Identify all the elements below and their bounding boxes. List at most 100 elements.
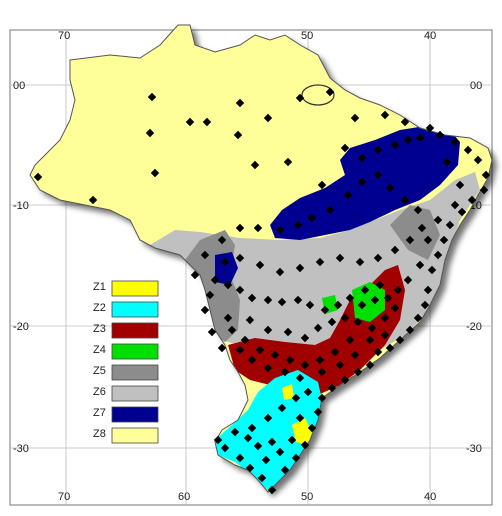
station-marker	[255, 260, 265, 270]
station-marker	[200, 305, 210, 315]
station-marker	[413, 313, 423, 323]
station-marker	[353, 367, 363, 377]
top-longitude-labels: 70 50 40	[58, 30, 436, 42]
station-marker	[365, 360, 375, 370]
station-marker	[357, 300, 367, 310]
station-marker	[230, 427, 240, 437]
tick-bottom-40: 40	[424, 491, 436, 503]
legend-swatch-z5	[111, 364, 159, 381]
station-marker	[280, 465, 290, 475]
station-marker	[375, 280, 385, 290]
station-marker	[313, 323, 323, 333]
station-marker	[400, 195, 410, 205]
tick-top-70: 70	[58, 30, 70, 42]
station-marker	[433, 215, 443, 225]
station-marker	[403, 275, 413, 285]
station-marker	[350, 113, 360, 123]
zone-z1-north	[282, 384, 294, 400]
station-marker	[327, 383, 337, 393]
station-marker	[240, 335, 250, 345]
station-marker	[307, 423, 317, 433]
station-marker	[233, 130, 243, 140]
station-marker	[335, 253, 345, 263]
station-marker	[423, 235, 433, 245]
station-marker	[317, 180, 327, 190]
station-marker	[300, 360, 310, 370]
zone-z5-region-east	[390, 205, 440, 260]
station-marker	[467, 195, 477, 205]
station-marker	[190, 270, 200, 280]
station-marker	[455, 180, 465, 190]
station-marker	[473, 155, 483, 165]
station-marker	[247, 355, 257, 365]
legend-swatch-z8	[111, 427, 159, 444]
station-marker	[210, 275, 220, 285]
legend-item-z1: Z1	[93, 280, 159, 297]
station-marker	[345, 335, 355, 345]
station-marker	[257, 473, 267, 483]
station-marker	[305, 300, 315, 310]
station-marker	[343, 190, 353, 200]
station-marker	[380, 330, 390, 340]
left-latitude-labels: 00 -10 -20 -30	[13, 80, 29, 455]
station-marker	[207, 327, 217, 337]
station-marker	[355, 257, 365, 267]
station-marker	[217, 343, 227, 353]
tick-right-00: 00	[470, 80, 482, 92]
station-marker	[295, 413, 305, 423]
tick-left-10: -10	[13, 200, 29, 212]
station-marker	[145, 128, 155, 138]
station-marker	[205, 290, 215, 300]
tick-right-20: -20	[466, 321, 482, 333]
station-marker	[325, 205, 335, 215]
station-marker	[433, 250, 443, 260]
station-marker	[147, 92, 157, 102]
station-marker	[340, 375, 350, 385]
station-marker	[307, 213, 317, 223]
station-marker	[291, 393, 301, 403]
station-marker	[275, 447, 285, 457]
station-marker	[200, 250, 210, 260]
station-marker	[150, 168, 160, 178]
station-marker	[479, 185, 489, 195]
station-marker	[245, 463, 255, 473]
station-marker	[293, 295, 303, 305]
station-marker	[380, 110, 390, 120]
legend-item-z6: Z6	[93, 385, 159, 402]
station-marker	[373, 347, 383, 357]
station-marker	[285, 355, 295, 365]
station-marker	[417, 223, 427, 233]
station-marker	[247, 293, 257, 303]
bottom-longitude-labels: 70 60 50 40	[58, 491, 436, 503]
legend-label-z8: Z8	[93, 428, 106, 440]
station-marker	[415, 133, 425, 143]
station-marker	[439, 235, 449, 245]
station-marker	[317, 393, 327, 403]
station-marker	[235, 98, 245, 108]
station-marker	[373, 145, 383, 155]
station-marker	[303, 387, 313, 397]
station-marker	[263, 325, 273, 335]
legend-item-z3: Z3	[93, 322, 159, 339]
station-marker	[383, 293, 393, 303]
station-marker	[291, 453, 301, 463]
station-marker	[295, 93, 305, 103]
station-marker	[253, 441, 263, 451]
station-marker	[357, 177, 367, 187]
tick-left-30: -30	[13, 443, 29, 455]
legend-swatch-z3	[111, 322, 159, 339]
station-marker	[340, 143, 350, 153]
station-marker	[202, 117, 212, 127]
legend-item-z5: Z5	[93, 364, 159, 381]
station-marker	[390, 140, 400, 150]
station-marker	[263, 113, 273, 123]
station-marker	[235, 285, 245, 295]
tick-bottom-70: 70	[58, 491, 70, 503]
legend-label-z6: Z6	[93, 386, 106, 398]
station-marker	[235, 345, 245, 355]
station-marker	[255, 345, 265, 355]
legend-label-z5: Z5	[93, 365, 106, 377]
station-marker	[275, 267, 285, 277]
station-marker	[385, 183, 395, 193]
station-marker	[380, 313, 390, 323]
